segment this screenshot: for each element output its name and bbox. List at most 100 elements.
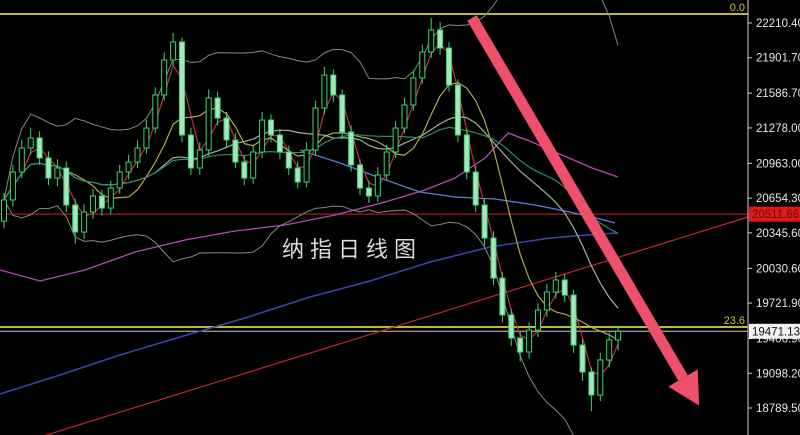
candle-body-down — [454, 84, 461, 136]
candle-body-down — [276, 134, 283, 153]
candle-body-down — [561, 279, 568, 296]
candle-body-up — [196, 149, 203, 169]
candle — [446, 42, 452, 92]
y-axis-label: 19098.20 — [756, 368, 800, 380]
candle-body-down — [63, 167, 70, 206]
candle-body-up — [392, 127, 399, 153]
candle-body-down — [214, 97, 221, 119]
candle-body-down — [72, 204, 79, 233]
candle — [303, 142, 310, 188]
candle-body-up — [27, 137, 34, 149]
candle-body-up — [54, 167, 61, 179]
ma-teal-green — [3, 126, 619, 234]
candle — [348, 125, 355, 172]
candle — [187, 127, 194, 175]
candle — [481, 198, 488, 246]
candle — [27, 127, 34, 155]
candle-body-down — [579, 344, 586, 373]
candle-body-up — [125, 161, 132, 173]
candle — [321, 66, 328, 115]
candle-body-up — [205, 97, 212, 151]
candle — [143, 119, 150, 154]
candle — [437, 21, 444, 55]
candle — [54, 159, 61, 187]
candle — [72, 198, 79, 244]
candle-body-down — [339, 94, 346, 133]
candle-body-up — [552, 279, 559, 293]
candle-body-up — [428, 29, 435, 53]
ma-darkblue-long — [0, 232, 619, 395]
down-trend-arrow — [467, 15, 700, 406]
candle-body-down — [490, 237, 497, 279]
candle — [214, 91, 221, 126]
candle — [90, 188, 96, 219]
candle-body-down — [285, 151, 292, 169]
candle-body-up — [18, 147, 25, 173]
candle-body-down — [508, 314, 515, 339]
current-price-badge-text: 19471.13 — [752, 326, 800, 338]
fib-level-236-label: 23.6 — [724, 315, 745, 327]
candle — [383, 144, 390, 181]
candle — [152, 87, 159, 134]
candle-body-up — [107, 187, 114, 209]
candle-body-up — [90, 195, 96, 213]
candle-body-down — [36, 137, 43, 159]
candle-body-up — [312, 107, 319, 151]
candle — [552, 271, 559, 299]
candle — [517, 331, 524, 362]
candle-body-down — [98, 195, 105, 209]
candle — [294, 161, 301, 189]
candle-body-down — [357, 164, 363, 189]
candle-body-down — [437, 29, 444, 49]
candle — [285, 145, 292, 175]
resistance-price-badge — [749, 206, 800, 222]
resistance-price-badge-text: 20511.66 — [752, 209, 799, 221]
candle-body-up — [259, 119, 266, 153]
candle — [365, 180, 372, 204]
moving-average-lines — [3, 42, 619, 377]
candle-body-down — [446, 47, 452, 86]
candle — [561, 274, 568, 303]
candle-body-up — [410, 77, 417, 106]
candle — [606, 332, 613, 368]
candle — [454, 79, 461, 143]
bollinger-bands — [3, 0, 619, 435]
y-axis-label: 20963.00 — [756, 158, 800, 170]
candle — [526, 322, 533, 359]
candle — [125, 154, 132, 180]
candle — [374, 167, 381, 202]
candle — [472, 165, 479, 213]
candle — [268, 114, 274, 143]
candle — [419, 44, 426, 84]
candle — [205, 89, 212, 156]
candle-body-down — [588, 371, 595, 396]
candle — [116, 164, 123, 195]
candle — [401, 97, 408, 134]
candle-body-down — [499, 277, 506, 316]
y-axis-label: 21278.00 — [756, 123, 800, 135]
candle-body-down — [365, 187, 372, 197]
bollinger-upper-band — [3, 0, 619, 201]
candle-body-up — [9, 171, 16, 201]
candle — [259, 111, 266, 159]
chart-title: 纳指日线图 — [282, 237, 422, 262]
candle — [312, 100, 319, 156]
candle-body-down — [45, 157, 52, 179]
candle-body-down — [223, 117, 230, 141]
candle-body-down — [348, 131, 355, 166]
candle — [357, 159, 363, 196]
candle-body-down — [472, 171, 479, 206]
candle — [339, 89, 346, 139]
y-axis-label: 20345.60 — [756, 228, 800, 240]
candle — [499, 271, 506, 323]
trendline-red — [44, 216, 749, 435]
candle-body-up — [134, 147, 141, 163]
y-axis-label: 21901.70 — [756, 53, 800, 65]
candle-body-down — [463, 134, 470, 173]
candle-body-down — [481, 204, 488, 239]
y-axis-label: 20654.30 — [756, 193, 800, 205]
candle-body-up — [383, 151, 390, 176]
candle-body-up — [161, 59, 168, 96]
candle — [232, 133, 239, 169]
